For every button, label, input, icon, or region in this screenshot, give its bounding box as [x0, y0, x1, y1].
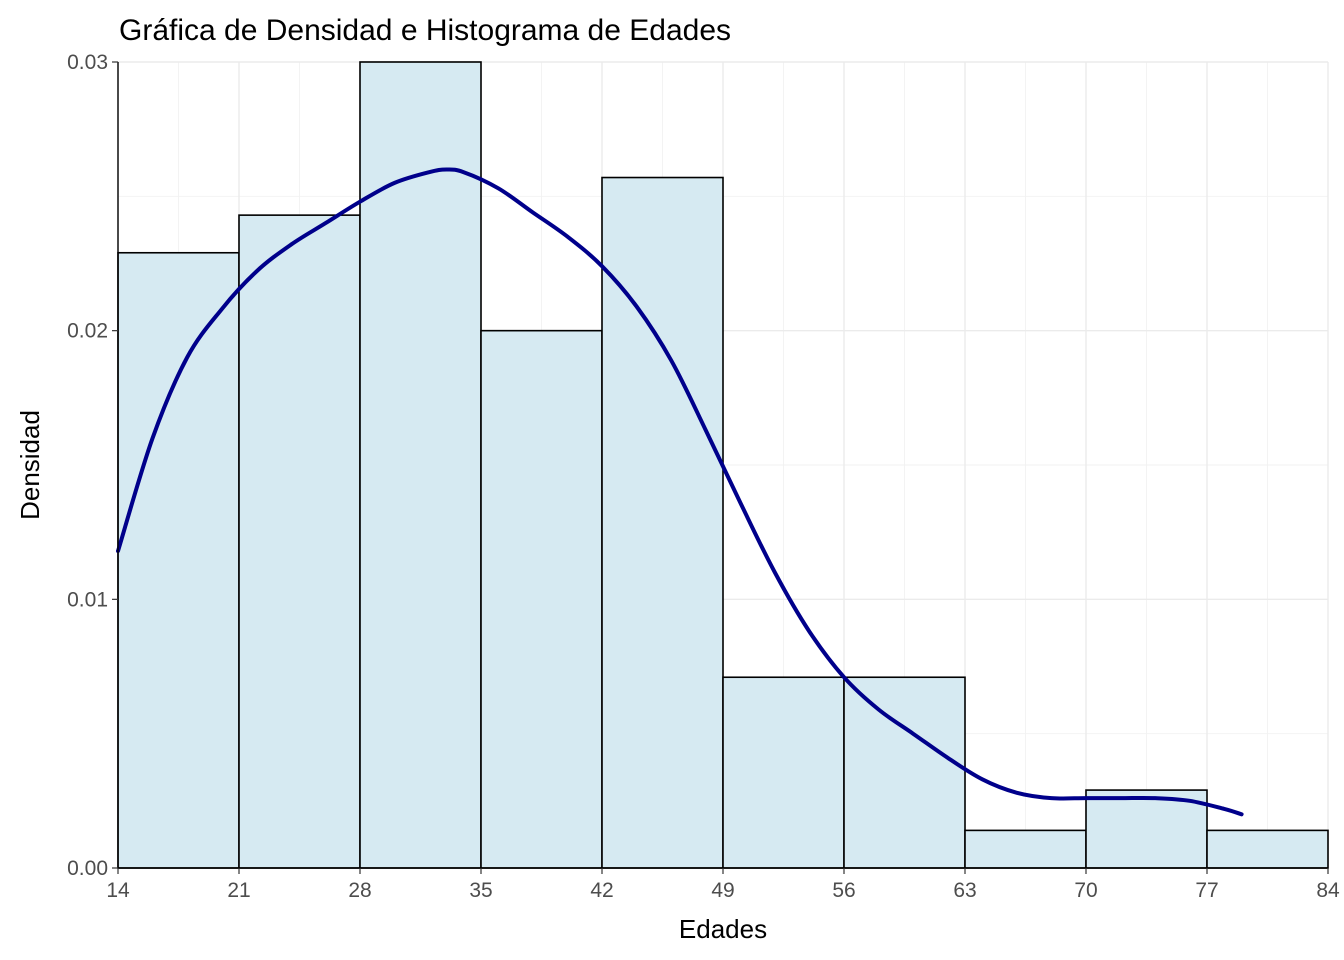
x-tick-label: 14	[106, 879, 130, 902]
tick-labels: 14 21 28 35 42 49 56 63 70 77 84 0.00 0.01 0.02 0.03	[67, 51, 1340, 902]
histogram-bar	[238, 214, 361, 869]
x-tick-label: 56	[832, 879, 855, 902]
x-tick-label: 84	[1316, 879, 1340, 902]
histogram-bar	[1085, 789, 1208, 869]
x-tick-label: 77	[1195, 879, 1218, 902]
x-tick-label: 49	[711, 879, 734, 902]
x-axis-title: Edades	[679, 914, 767, 944]
x-tick-label: 28	[348, 879, 371, 902]
histogram-bar	[601, 176, 724, 869]
x-tick-label: 21	[227, 879, 250, 902]
histogram-bar	[964, 829, 1087, 869]
y-tick-label: 0.02	[67, 320, 108, 343]
x-tick-label: 35	[469, 879, 492, 902]
histogram-bar	[480, 329, 603, 869]
histogram-bars	[117, 61, 1329, 869]
histogram-bar	[722, 676, 845, 869]
y-tick-label: 0.01	[67, 588, 108, 611]
y-axis-title: Densidad	[15, 410, 45, 520]
x-tick-label: 63	[953, 879, 976, 902]
histogram-bar	[1206, 829, 1329, 869]
x-tick-label: 70	[1074, 879, 1097, 902]
histogram-bar	[359, 61, 482, 869]
y-tick-label: 0.03	[67, 51, 108, 74]
density-curve	[116, 167, 1244, 817]
y-tick-label: 0.00	[67, 857, 108, 880]
chart-title: Gráfica de Densidad e Histograma de Edad…	[119, 14, 731, 47]
histogram-bar	[117, 251, 240, 869]
x-tick-label: 42	[590, 879, 613, 902]
axes	[112, 61, 1329, 874]
histogram-bar	[843, 676, 966, 869]
density-curve-group	[116, 167, 1244, 817]
